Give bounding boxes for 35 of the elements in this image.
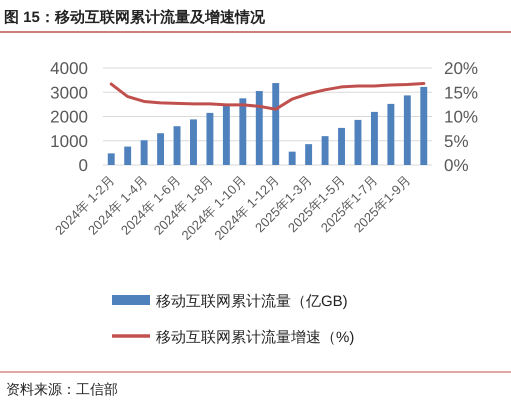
y2-tick-label: 0% bbox=[444, 156, 469, 175]
legend-label: 移动互联网累计流量增速（%) bbox=[156, 329, 354, 346]
bar bbox=[370, 112, 378, 165]
chart-title: 图 15：移动互联网累计流量及增速情况 bbox=[4, 8, 266, 26]
y2-tick-label: 10% bbox=[444, 108, 478, 126]
legend-label: 移动互联网累计流量（亿GB) bbox=[156, 293, 348, 310]
bar bbox=[338, 128, 345, 165]
y-tick-label: 0 bbox=[78, 156, 88, 175]
bar bbox=[190, 119, 197, 165]
bar bbox=[420, 86, 428, 165]
bar bbox=[174, 126, 180, 165]
y-tick-label: 3000 bbox=[50, 83, 88, 102]
bar bbox=[272, 83, 280, 165]
bar bbox=[157, 133, 164, 165]
bar bbox=[124, 146, 132, 165]
bar bbox=[140, 140, 148, 165]
bar bbox=[354, 120, 362, 165]
bar bbox=[288, 152, 296, 165]
y-tick-label: 1000 bbox=[50, 132, 88, 151]
y-tick-label: 2000 bbox=[50, 108, 88, 126]
y2-tick-label: 15% bbox=[444, 83, 478, 102]
y-tick-label: 4000 bbox=[50, 59, 88, 78]
bar bbox=[108, 153, 115, 165]
line-series bbox=[110, 82, 426, 111]
bar bbox=[387, 104, 394, 165]
y2-tick-label: 20% bbox=[444, 59, 478, 78]
bar bbox=[239, 98, 246, 165]
bar bbox=[305, 144, 312, 165]
bar bbox=[222, 106, 230, 165]
bar bbox=[322, 136, 329, 165]
bar bbox=[404, 95, 411, 165]
bar bbox=[256, 91, 263, 165]
text: 资料来源：工信部 bbox=[6, 381, 118, 397]
y2-tick-label: 5% bbox=[444, 132, 469, 151]
bar bbox=[206, 112, 214, 165]
